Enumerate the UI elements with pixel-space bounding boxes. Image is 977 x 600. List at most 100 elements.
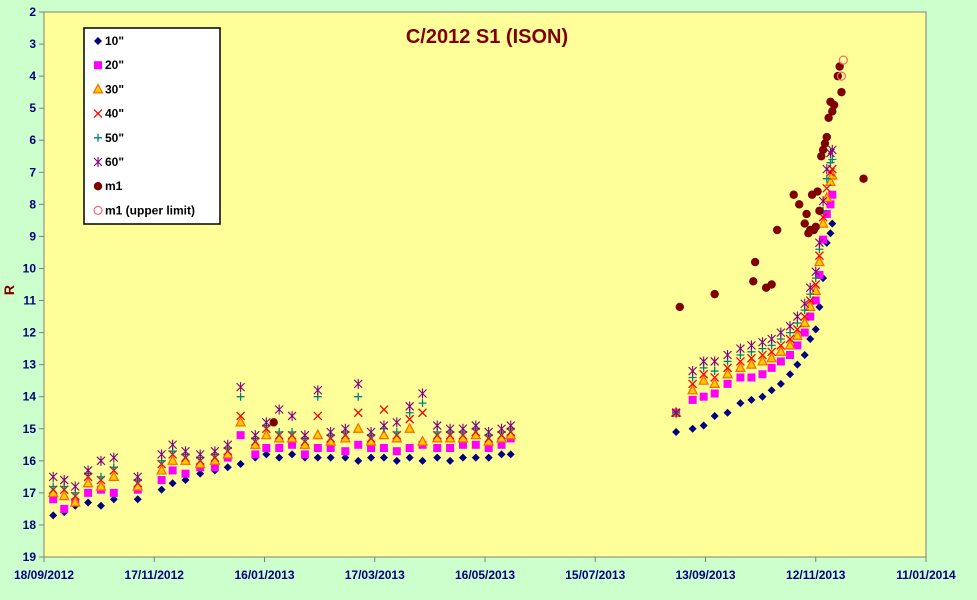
data-point [48,471,58,482]
data-point [326,444,335,452]
data-point [800,298,810,309]
square-shape [379,444,388,452]
data-point [795,200,804,209]
x-tick-label: 12/11/2013 [786,568,846,582]
data-point [109,495,118,504]
square-shape [210,463,219,472]
data-point [804,300,816,312]
data-point [828,107,837,116]
data-point [815,206,824,215]
triangle-shape [791,329,803,340]
y-tick-label: 14 [23,390,37,404]
data-point [800,351,809,360]
star-shape [785,321,795,332]
data-point [829,100,839,110]
star-shape [776,327,786,338]
data-point [235,416,247,427]
filled-circle-shape [269,418,278,427]
triangle-shape [95,480,107,491]
data-point [723,408,732,417]
star-shape [792,311,802,322]
filled-circle-shape [675,302,684,312]
star-shape [392,417,402,428]
square-shape [341,447,350,456]
data-point [828,219,837,228]
data-point [82,476,94,488]
triangle-shape [312,428,324,440]
plus-shape [822,174,831,183]
diamond-shape [723,408,732,417]
diamond-shape [811,325,820,334]
star-shape [48,471,58,482]
x-shape [767,347,777,357]
data-point [806,312,815,321]
star-shape [274,404,284,415]
data-point [736,399,745,408]
x-tick-label: 17/03/2013 [345,568,405,582]
data-point [734,361,746,372]
x-shape [688,379,698,389]
data-point [824,113,833,122]
diamond-shape [405,453,414,462]
y-tick-label: 6 [29,133,36,147]
diamond-shape [471,453,480,462]
data-point [84,498,93,507]
triangle-shape [709,377,721,388]
data-point [262,450,271,459]
star-shape [699,356,709,367]
square-shape [484,444,493,452]
legend-marker [94,133,102,142]
star-shape [96,455,106,466]
triangle-shape [58,489,70,501]
data-point [811,266,821,277]
data-point [261,417,271,428]
square-shape [288,440,297,449]
data-point [167,454,179,465]
y-tick-label: 10 [23,261,37,275]
filled-circle-shape [837,87,846,97]
star-shape [815,237,824,248]
star-shape [109,452,119,463]
data-point [826,200,835,209]
data-point [84,488,93,497]
data-point [458,423,468,434]
data-point [749,277,758,286]
x-shape [418,408,427,418]
data-point [96,455,106,466]
y-tick-label: 18 [23,518,37,532]
data-point [352,422,364,433]
data-point [446,444,455,452]
y-tick-label: 11 [23,294,36,308]
x-axis: 18/09/2012 17/11/2012 16/01/2013 17/03/2013… [14,557,956,582]
legend-label: 30" [105,82,124,96]
star-shape [405,401,415,412]
data-point [379,420,389,431]
star-shape [133,471,143,482]
square-shape [49,495,58,504]
filled-circle-shape [818,145,828,155]
data-point [59,475,69,486]
data-point [354,392,363,401]
data-point [784,339,796,350]
data-point [817,217,829,228]
plus-shape [288,427,297,436]
star-shape [366,426,376,437]
plus-shape [418,399,427,408]
open-circle-shape [93,205,103,215]
data-point [767,386,776,395]
legend-marker [93,182,103,191]
x-tick-label: 16/05/2013 [455,568,515,582]
data-point [341,447,350,456]
data-point [750,257,760,267]
square-shape [471,440,480,449]
data-point [446,456,455,465]
diamond-shape [688,424,697,433]
data-point [312,428,324,440]
plus-shape [236,392,245,401]
data-point [747,395,756,404]
diamond-shape [446,456,455,465]
square-shape [109,488,118,497]
data-point [83,465,93,476]
data-point [800,312,810,322]
data-point [722,367,734,379]
